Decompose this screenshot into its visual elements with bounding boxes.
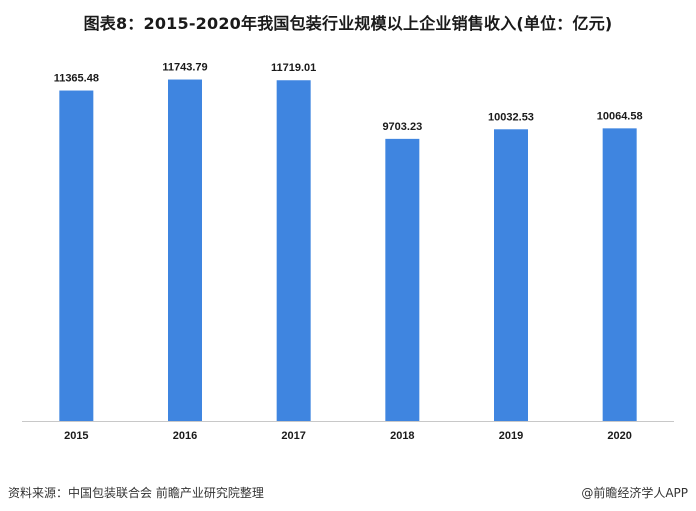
- value-label-2019: 10032.53: [488, 111, 534, 123]
- x-tick-label-group: 2015 2016 2017 2018 2019 2020: [64, 430, 632, 442]
- x-tick-label-2015: 2015: [64, 430, 88, 442]
- bar-2019: [494, 129, 528, 421]
- x-tick-label-2016: 2016: [173, 430, 197, 442]
- bar-2017: [276, 80, 311, 421]
- value-label-group: 11365.48 11743.79 11719.01 9703.23 10032.53 1…: [54, 62, 643, 133]
- value-label-2018: 9703.23: [382, 121, 422, 133]
- bar-group: [59, 79, 637, 422]
- value-label-2020: 10064.58: [597, 110, 643, 122]
- value-label-2015: 11365.48: [54, 73, 99, 85]
- x-tick-label-2018: 2018: [390, 430, 414, 442]
- source-note: 资料来源：中国包装联合会 前瞻产业研究院整理: [8, 486, 264, 500]
- bar-2015: [59, 90, 94, 422]
- x-tick-label-2020: 2020: [607, 430, 631, 442]
- bar-2016: [168, 79, 202, 421]
- bar-2018: [385, 138, 420, 421]
- x-tick-label-2017: 2017: [281, 430, 305, 442]
- value-label-2016: 11743.79: [162, 62, 207, 74]
- value-label-2017: 11719.01: [271, 62, 316, 74]
- bar-2020: [602, 128, 637, 422]
- x-tick-label-2019: 2019: [499, 430, 523, 442]
- chart-title: 图表8：2015-2020年我国包装行业规模以上企业销售收入(单位：亿元): [83, 14, 613, 33]
- brand-credit: @前瞻经济学人APP: [581, 486, 688, 500]
